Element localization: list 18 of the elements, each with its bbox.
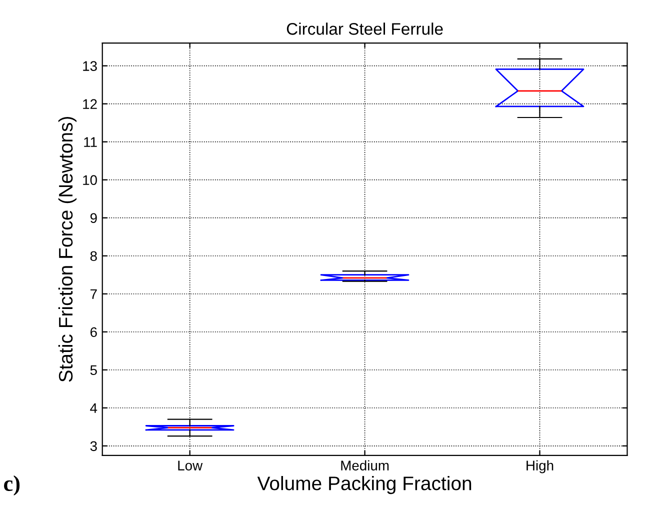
y-tick-label: 11 — [84, 137, 97, 147]
y-tick-label: 10 — [83, 175, 97, 186]
y-tick-label: 4 — [90, 403, 98, 413]
x-tick-label: Low — [178, 460, 203, 470]
y-tick-label: 3 — [90, 441, 97, 452]
y-tick-label: 13 — [83, 61, 97, 71]
y-axis-title: Static Friction Force (Newtons) — [58, 116, 76, 382]
text: c) — [4, 475, 20, 496]
x-tick-label: High — [526, 460, 554, 474]
y-tick-label: 9 — [90, 213, 97, 224]
y-tick-label: 8 — [90, 251, 97, 262]
x-tick-label: Medium — [341, 460, 389, 470]
chart-title: Circular Steel Ferrule — [286, 22, 443, 35]
y-tick-label: 6 — [90, 327, 97, 338]
y-tick-label: 7 — [90, 289, 97, 299]
x-axis-title: Volume Packing Fraction — [257, 476, 472, 494]
y-tick-label: 5 — [90, 365, 97, 376]
y-tick-label: 12 — [83, 99, 97, 109]
